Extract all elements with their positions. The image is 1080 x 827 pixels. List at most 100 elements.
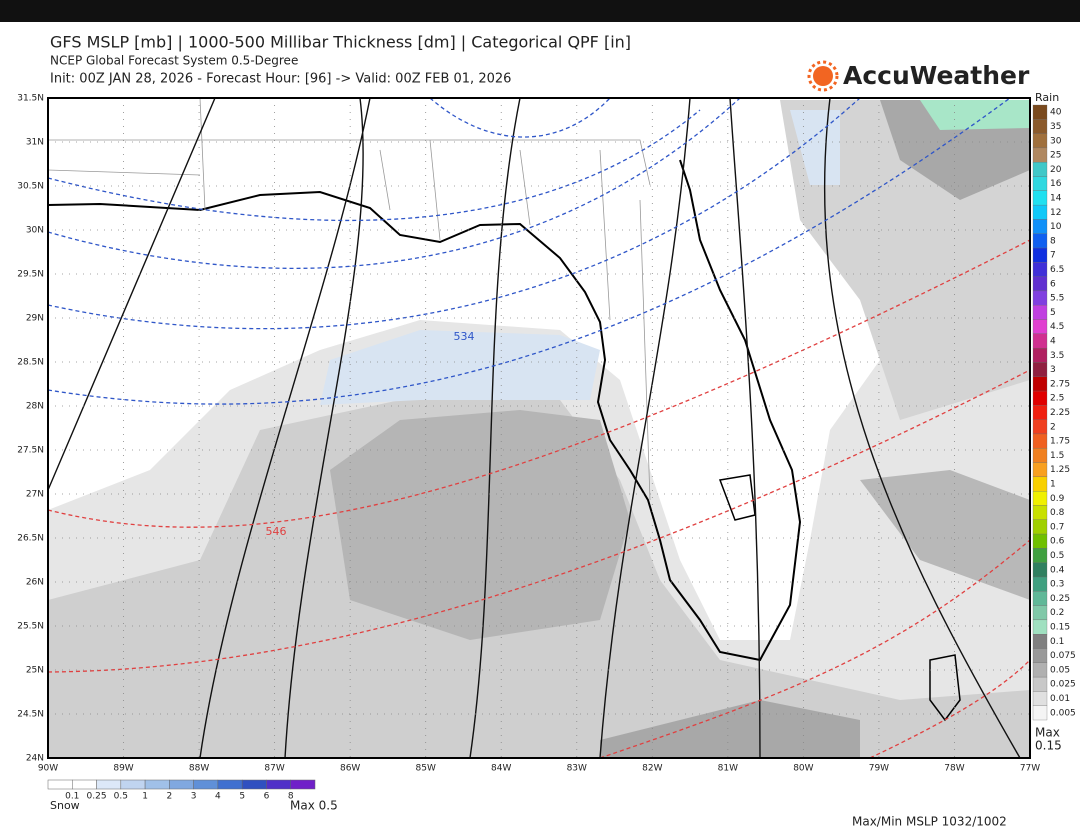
rain-swatch — [1032, 176, 1048, 191]
rain-label: 2.75 — [1050, 379, 1070, 389]
lat-label: 30N — [26, 226, 44, 236]
lon-label: 90W — [38, 764, 58, 774]
lat-label: 29N — [26, 314, 44, 324]
rain-max: Max — [1035, 726, 1060, 740]
rain-swatch — [1032, 548, 1048, 563]
rain-label: 5.5 — [1050, 294, 1064, 304]
snow-swatch — [144, 779, 170, 790]
rain-swatch — [1032, 433, 1048, 449]
lon-label: 88W — [189, 764, 209, 774]
snow-swatch — [193, 779, 219, 790]
snow-swatch — [47, 779, 73, 790]
subtitle: NCEP Global Forecast System 0.5-Degree — [50, 54, 298, 68]
lon-label: 83W — [567, 764, 587, 774]
rain-label: 0.6 — [1050, 537, 1065, 547]
snow-swatch — [96, 779, 122, 790]
lat-label: 30.5N — [17, 182, 44, 192]
rain-label: 1.5 — [1050, 451, 1064, 461]
lat-label: 24.5N — [17, 710, 44, 720]
rain-label: 2 — [1050, 422, 1056, 432]
snow-label: 0.1 — [65, 792, 79, 802]
rain-label: 5 — [1050, 308, 1056, 318]
lon-label: 84W — [491, 764, 511, 774]
rain-label: 0.5 — [1050, 551, 1064, 561]
rain-label: 14 — [1050, 193, 1062, 203]
rain-swatch — [1032, 133, 1048, 149]
rain-label: 0.2 — [1050, 608, 1064, 618]
rain-swatch — [1032, 290, 1048, 306]
lat-label: 24N — [26, 754, 44, 764]
lon-label: 87W — [264, 764, 284, 774]
rain-swatch — [1032, 648, 1048, 663]
rain-label: 20 — [1050, 165, 1062, 175]
snow-label: 1 — [142, 792, 148, 802]
rain-label: 2.25 — [1050, 408, 1070, 418]
rain-label: 1.75 — [1050, 437, 1070, 447]
lon-label: 89W — [113, 764, 133, 774]
rain-label: 12 — [1050, 208, 1061, 218]
rain-title: Rain — [1035, 91, 1059, 104]
rain-swatch — [1032, 390, 1048, 406]
lon-label: 85W — [416, 764, 436, 774]
rain-swatch — [1032, 576, 1048, 592]
top-bar — [0, 0, 1080, 22]
snow-label: 3 — [191, 792, 197, 802]
rain-swatch — [1032, 219, 1048, 234]
snow-swatch — [217, 779, 243, 790]
snow-swatch — [169, 779, 194, 790]
rain-swatch — [1032, 505, 1048, 520]
rain-swatch — [1032, 247, 1048, 263]
lon-label: 81W — [718, 764, 738, 774]
rain-label: 0.8 — [1050, 508, 1065, 518]
snow-label: 0.25 — [87, 792, 107, 802]
rain-label: 0.005 — [1050, 708, 1076, 718]
rain-label: 0.1 — [1050, 637, 1064, 647]
thickness-label: 534 — [454, 330, 475, 343]
lon-label: 82W — [642, 764, 662, 774]
lon-label: 80W — [793, 764, 813, 774]
rain-label: 3 — [1050, 365, 1056, 375]
rain-swatch — [1032, 405, 1048, 420]
rain-label: 3.5 — [1050, 351, 1064, 361]
snow-swatch — [241, 779, 267, 790]
brand: AccuWeather — [843, 61, 1030, 90]
snow-label: 8 — [288, 792, 294, 802]
rain-swatch — [1032, 533, 1048, 549]
rain-max-value: 0.15 — [1035, 739, 1062, 753]
rain-swatch — [1032, 276, 1048, 292]
map-area — [48, 98, 1030, 758]
snow-swatch — [290, 779, 316, 790]
lat-label: 25N — [26, 666, 44, 676]
rain-label: 2.5 — [1050, 394, 1064, 404]
init-line: Init: 00Z JAN 28, 2026 - Forecast Hour: … — [50, 72, 511, 87]
rain-swatch — [1032, 591, 1048, 606]
rain-label: 16 — [1050, 179, 1062, 189]
rain-label: 30 — [1050, 136, 1062, 146]
rain-swatch — [1032, 362, 1048, 377]
rain-label: 7 — [1050, 251, 1056, 261]
rain-label: 0.075 — [1050, 651, 1076, 661]
lat-label: 28.5N — [17, 358, 44, 368]
lat-label: 27N — [26, 490, 44, 500]
rain-swatch — [1032, 347, 1048, 363]
rain-swatch — [1032, 476, 1048, 492]
rain-label: 0.3 — [1050, 580, 1064, 590]
rain-label: 6.5 — [1050, 265, 1064, 275]
rain-swatch — [1032, 190, 1048, 206]
rain-label: 25 — [1050, 151, 1061, 161]
rain-swatch — [1032, 462, 1048, 478]
snow-swatch — [120, 779, 146, 790]
rain-label: 0.15 — [1050, 623, 1070, 633]
rain-label: 10 — [1050, 222, 1062, 232]
snow-label: 0.5 — [114, 792, 128, 802]
rain-label: 40 — [1050, 108, 1062, 118]
rain-swatch — [1032, 319, 1048, 334]
rain-label: 0.4 — [1050, 565, 1065, 575]
lat-label: 31N — [26, 138, 44, 148]
rain-swatch — [1032, 676, 1048, 692]
rain-label: 0.7 — [1050, 522, 1064, 532]
rain-swatch — [1032, 691, 1048, 706]
rain-swatch — [1032, 448, 1048, 463]
snow-swatch — [72, 779, 97, 790]
